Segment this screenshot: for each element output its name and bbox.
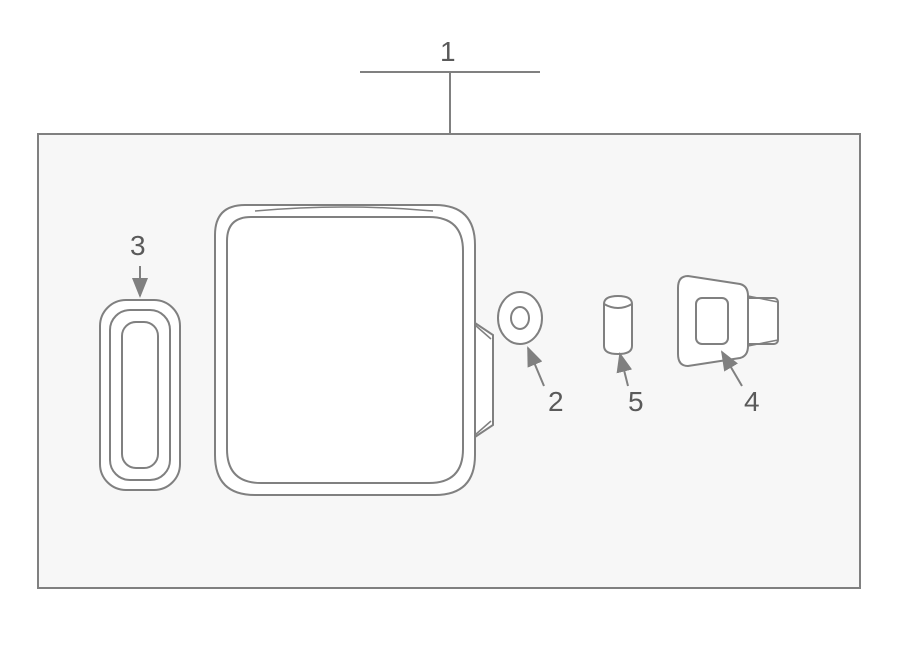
parts-diagram [0,0,900,661]
part-grommet-ring [498,292,542,344]
part-hinge-pad [100,300,180,490]
callout-label-5: 5 [628,386,644,418]
callout-label-1: 1 [440,36,456,68]
callout-label-4: 4 [744,386,760,418]
part-bumper-pin [604,296,632,354]
part-fuel-door [215,205,493,495]
callout-label-2: 2 [548,386,564,418]
callout-label-3: 3 [130,230,146,262]
